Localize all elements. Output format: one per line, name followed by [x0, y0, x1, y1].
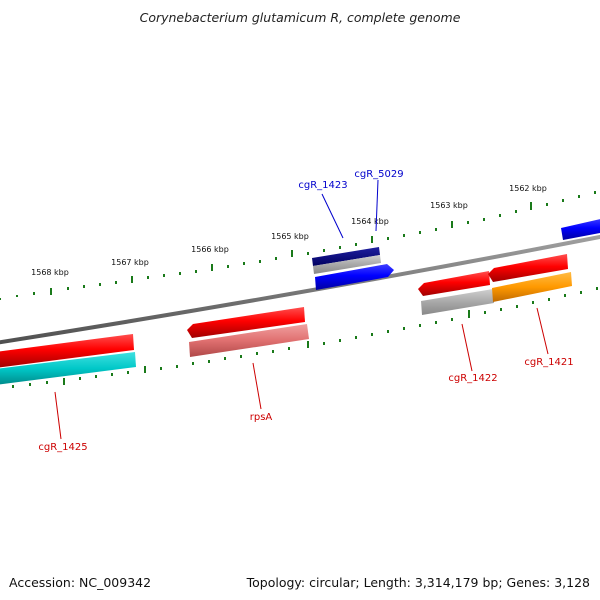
gene-labels: cgR_1423 cgR_5029 cgR_1425 rpsA cgR_1422… [38, 169, 573, 453]
gene-cgR_1422-red[interactable] [418, 271, 490, 296]
gene-cgR_1422-gray [421, 289, 494, 315]
outer-tick-ruler [0, 191, 596, 300]
tick-label-1564: 1564 kbp [351, 217, 389, 226]
gene-cgR_1423-navy[interactable] [312, 247, 380, 266]
gene-cgR_1421-red[interactable] [488, 254, 568, 282]
gene-cgR_1425-cyan[interactable] [0, 352, 136, 385]
accession-text: Accession: NC_009342 [9, 575, 152, 590]
tick-label-1563: 1563 kbp [430, 201, 468, 210]
leader-lines [54, 179, 549, 440]
gene-label-cgR_1423[interactable]: cgR_1423 [298, 180, 347, 191]
gene-label-rpsA[interactable]: rpsA [250, 412, 273, 423]
tick-labels: 1568 kbp 1567 kbp 1566 kbp 1565 kbp 1564… [31, 184, 547, 277]
tick-label-1565: 1565 kbp [271, 232, 309, 241]
inner-tick-ruler [12, 287, 598, 388]
gene-label-cgR_1425[interactable]: cgR_1425 [38, 442, 87, 453]
topology-text: Topology: circular; Length: 3,314,179 bp… [246, 575, 590, 590]
gene-right-blue[interactable] [561, 218, 600, 240]
map-title: Corynebacterium glutamicum R, complete g… [139, 10, 461, 25]
gene-rpsA-pink[interactable] [189, 324, 309, 357]
gene-label-cgR_5029[interactable]: cgR_5029 [354, 169, 403, 180]
reverse-features [0, 254, 572, 385]
gene-label-cgR_1422[interactable]: cgR_1422 [448, 373, 497, 384]
genome-backbone [0, 234, 600, 345]
tick-label-1562: 1562 kbp [509, 184, 547, 193]
gene-rpsA-red[interactable] [187, 307, 305, 338]
tick-label-1566: 1566 kbp [191, 245, 229, 254]
tick-label-1567: 1567 kbp [111, 258, 149, 267]
gene-cgR_1425-red[interactable] [0, 334, 134, 368]
tick-label-1568: 1568 kbp [31, 268, 69, 277]
gene-cgR_5029-blue[interactable] [315, 264, 394, 290]
gene-cgR_1423-gray [313, 255, 381, 274]
gene-label-cgR_1421[interactable]: cgR_1421 [524, 357, 573, 368]
forward-features [312, 218, 600, 290]
gene-cgR_1421-orange[interactable] [492, 272, 572, 302]
